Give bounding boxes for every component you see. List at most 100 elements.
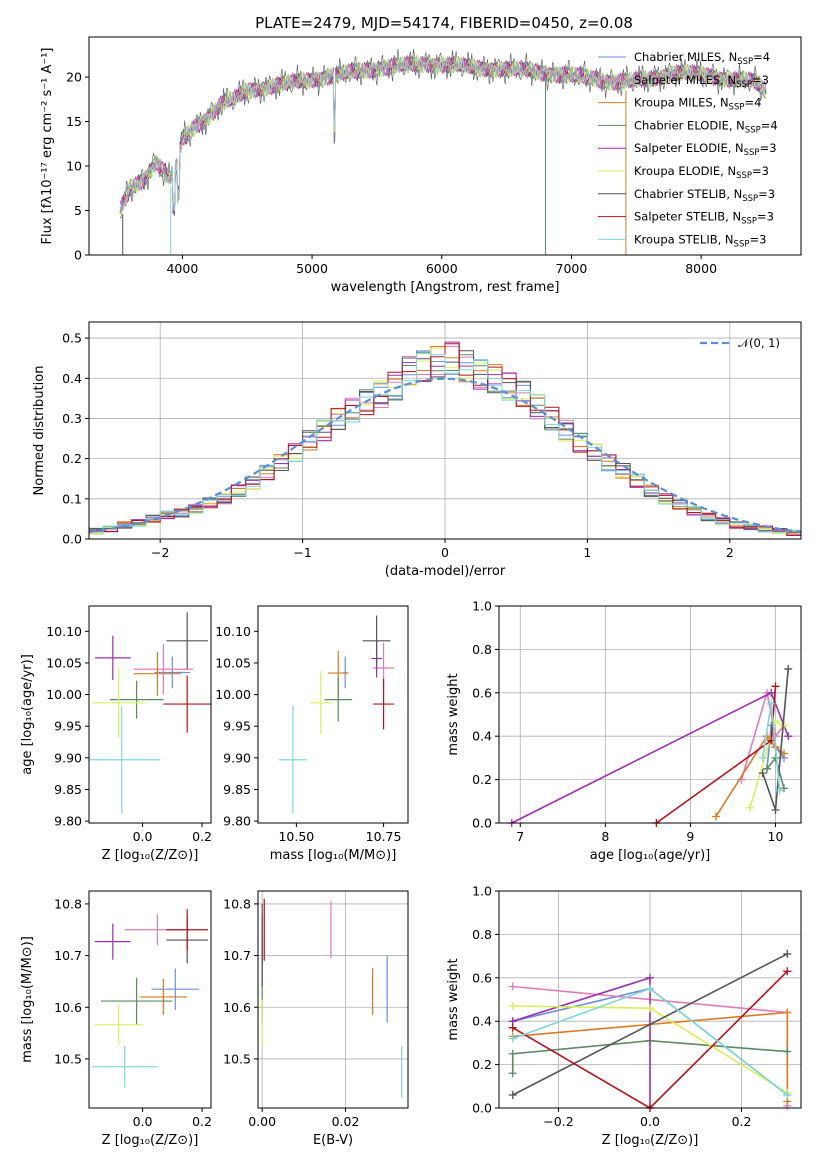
- weight_vs_age-ytick-label: 0.0: [472, 816, 492, 831]
- residuals-ytick-label: 0.4: [62, 371, 82, 386]
- age_vs_Z-ytick-label: 10.05: [46, 655, 82, 670]
- weight_vs_Z-ytick-label: 0.8: [472, 927, 492, 942]
- weight_vs_age-marker: [779, 784, 788, 793]
- weight_vs_age-xtick-label: 9: [686, 829, 694, 844]
- weight_vs_Z-marker: [783, 967, 792, 976]
- residuals-ytick-label: 0.0: [62, 532, 82, 547]
- age_vs_mass-ytick-label: 9.90: [223, 750, 251, 765]
- weight_vs_age-marker: [771, 732, 780, 741]
- weight_vs_Z-axes: [495, 890, 801, 1112]
- weight_vs_Z-frame: [498, 890, 802, 1109]
- weight_vs_Z-marker: [508, 1023, 517, 1032]
- mass_vs_Z-ylabel: mass [log₁₀(M/M⊙)]: [20, 936, 35, 1063]
- age_vs_mass-xtick-label: 10.50: [278, 829, 314, 844]
- residuals-ytick-label: 0.2: [62, 451, 82, 466]
- age_vs_mass-ytick-label: 10.00: [215, 687, 251, 702]
- weight_vs_age-ytick-label: 0.8: [472, 642, 492, 657]
- age_vs_Z-ylabel: age [log₁₀(age/yr)]: [20, 654, 35, 775]
- mass_vs_Z-ytick-label: 10.7: [54, 948, 82, 963]
- weight_vs_Z-marker: [508, 1002, 517, 1011]
- weight_vs_age-ytick-label: 0.6: [472, 685, 492, 700]
- weight_vs_age-marker: [762, 764, 771, 773]
- mass_vs_EBV-ytick-label: 10.8: [223, 896, 251, 911]
- spectrum-axes: [85, 76, 702, 259]
- legend-entry: Kroupa ELODIE, NSSP=3: [634, 164, 769, 181]
- spectrum-series-kroupa-stelib: [119, 56, 767, 212]
- weight_vs_Z-ytick-label: 1.0: [472, 884, 492, 899]
- spectrum-xtick-label: 5000: [296, 261, 328, 276]
- age_vs_Z-ytick-label: 9.95: [54, 719, 82, 734]
- mass_vs_EBV-ytick-label: 10.6: [223, 1000, 251, 1015]
- residuals-xtick-label: 2: [726, 545, 734, 560]
- spectrum-ytick-label: 15: [66, 114, 82, 129]
- weight_vs_Z-marker: [508, 1049, 517, 1058]
- age_vs_mass-ytick-label: 9.85: [223, 782, 251, 797]
- residuals-xtick-label: 0: [441, 545, 449, 560]
- legend-entry: Chabrier MILES, NSSP=4: [634, 50, 770, 67]
- weight_vs_age-marker: [758, 769, 767, 778]
- weight_vs_Z-ytick-label: 0.6: [472, 970, 492, 985]
- weight_vs_age-ytick-label: 1.0: [472, 599, 492, 614]
- weight_vs_Z-marker: [783, 1047, 792, 1056]
- weight_vs_age-marker: [767, 736, 776, 745]
- legend-entry: Salpeter MILES, NSSP=3: [634, 73, 769, 90]
- age_vs_Z-axes: [85, 630, 203, 827]
- legend-entry-gaussian: 𝒩(0, 1): [738, 336, 780, 350]
- weight_vs_age-xtick-label: 7: [516, 829, 524, 844]
- age_vs_mass-xtick-label: 10.75: [366, 829, 402, 844]
- weight_vs_age-ytick-label: 0.4: [472, 729, 492, 744]
- weight_vs_Z-xlabel: Z [log₁₀(Z/Z⊙)]: [602, 1133, 699, 1148]
- mass_vs_Z-xtick-label: 0.0: [133, 1114, 153, 1129]
- residuals-xtick-label: −1: [293, 545, 311, 560]
- age_vs_Z-ytick-label: 9.85: [54, 782, 82, 797]
- spectrum-xtick-label: 6000: [426, 261, 458, 276]
- spectrum-xtick-label: 8000: [685, 261, 717, 276]
- weight_vs_Z-marker: [508, 982, 517, 991]
- mass_vs_EBV-xtick-label: 0.02: [332, 1114, 360, 1129]
- age_vs_Z-xtick-label: 0.2: [192, 829, 212, 844]
- age_vs_Z-xlabel: Z [log₁₀(Z/Z⊙)]: [102, 848, 199, 863]
- weight_vs_age-xtick-label: 10: [768, 829, 784, 844]
- residuals-xlabel: (data-model)/error: [385, 564, 506, 579]
- weight_vs_age-marker: [784, 732, 793, 741]
- weight_vs_Z-ytick-label: 0.0: [472, 1101, 492, 1116]
- mass_vs_Z-xlabel: Z [log₁₀(Z/Z⊙)]: [102, 1133, 199, 1148]
- weight_vs_Z-line: [512, 953, 788, 1096]
- weight_vs_Z-ytick-label: 0.2: [472, 1057, 492, 1072]
- spectrum-ytick-label: 20: [66, 70, 82, 85]
- age_vs_mass-xlabel: mass [log₁₀(M/M⊙)]: [270, 848, 397, 863]
- age_vs_Z-xtick-label: 0.0: [133, 829, 153, 844]
- mass_vs_Z-ytick-label: 10.8: [54, 896, 82, 911]
- age_vs_mass-ytick-label: 9.95: [223, 719, 251, 734]
- weight_vs_Z-line: [511, 1039, 788, 1074]
- mass_vs_EBV-frame: [257, 890, 409, 1109]
- mass_vs_EBV-ytick-label: 10.7: [223, 948, 251, 963]
- weight_vs_Z-marker: [508, 1034, 517, 1043]
- weight_vs_Z-xtick-label: −0.2: [543, 1114, 573, 1129]
- legend-entry: Chabrier STELIB, NSSP=3: [634, 187, 775, 204]
- weight_vs_Z-xtick-label: 0.0: [640, 1114, 660, 1129]
- spectrum-xtick-label: 4000: [166, 261, 198, 276]
- mass_vs_EBV-xlabel: E(B-V): [313, 1133, 353, 1148]
- weight_vs_age-axes: [495, 605, 801, 827]
- spectrum-frame: [88, 36, 802, 256]
- spectrum-ytick-label: 10: [66, 159, 82, 174]
- gaussian-curve: [88, 377, 802, 534]
- mass_vs_Z-ytick-label: 10.6: [54, 1000, 82, 1015]
- mass_vs_Z-xtick-label: 0.2: [192, 1114, 212, 1129]
- legend-entry: Kroupa STELIB, NSSP=3: [634, 232, 766, 249]
- legend-entry: Chabrier ELODIE, NSSP=4: [634, 118, 778, 135]
- weight_vs_Z-marker: [646, 984, 654, 993]
- weight_vs_age-line: [740, 692, 785, 780]
- weight_vs_age-marker: [767, 699, 776, 708]
- spectrum-ylabel: Flux [fλ10⁻¹⁷ erg cm⁻² s⁻¹ A⁻¹]: [40, 48, 55, 245]
- weight_vs_Z-marker: [783, 949, 792, 958]
- age_vs_mass-ytick-label: 10.10: [215, 624, 251, 639]
- weight_vs_Z-marker: [646, 1004, 654, 1013]
- weight_vs_age-line: [655, 686, 777, 824]
- age_vs_mass-ytick-label: 10.05: [215, 655, 251, 670]
- mass_vs_Z-frame: [88, 890, 212, 1109]
- legend-entry: Salpeter ELODIE, NSSP=3: [634, 141, 777, 158]
- age_vs_Z-frame: [88, 605, 212, 824]
- weight_vs_age-marker: [784, 664, 793, 673]
